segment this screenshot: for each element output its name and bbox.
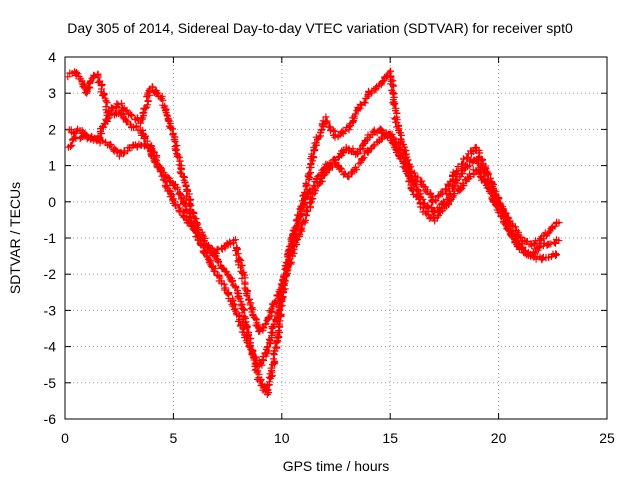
x-tick-label: 15 [382,430,398,446]
x-tick-label: 0 [61,430,69,446]
y-axis-title: SDTVAR / TECUs [7,182,23,294]
y-tick-label: -1 [44,230,57,246]
y-tick-label: 2 [48,121,56,137]
y-tick-label: -5 [44,375,57,391]
y-tick-label: -3 [44,302,57,318]
data-points [64,67,563,398]
y-tick-label: -2 [44,266,57,282]
x-tick-label: 20 [491,430,507,446]
chart-title: Day 305 of 2014, Sidereal Day-to-day VTE… [67,20,573,36]
x-axis-title: GPS time / hours [283,458,390,474]
data-series-3 [64,130,560,335]
data-marks [64,67,563,398]
x-tick-label: 25 [599,430,615,446]
data-series-1 [64,67,563,398]
x-tick-label: 10 [274,430,290,446]
y-tick-label: -4 [44,339,57,355]
x-tick-label: 5 [170,430,178,446]
y-tick-label: -6 [44,411,57,427]
y-tick-label: 3 [48,85,56,101]
axis-ticks: 0 5 10 15 20 25 -6 -5 -4 -3 -2 -1 0 1 2 3 4 [44,49,615,446]
y-tick-label: 1 [48,158,56,174]
y-tick-label: 4 [48,49,56,65]
y-tick-label: 0 [48,194,56,210]
grid [65,57,607,419]
data-marks [64,130,560,335]
